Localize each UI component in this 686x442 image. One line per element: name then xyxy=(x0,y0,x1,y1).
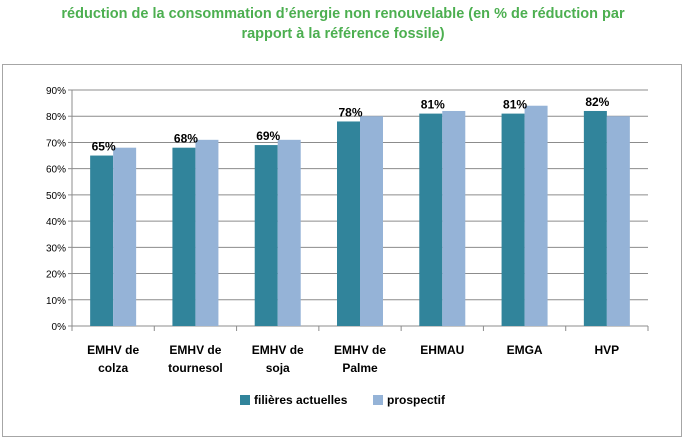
bar-actuelles xyxy=(337,121,360,326)
legend-swatch xyxy=(373,395,383,405)
y-tick-label: 80% xyxy=(46,112,66,123)
data-label: 81% xyxy=(421,98,445,112)
y-tick-label: 90% xyxy=(46,86,66,97)
bar-prospectif xyxy=(442,110,466,326)
bar-prospectif xyxy=(195,139,219,326)
chart-title-line2: rapport à la référence fossile) xyxy=(241,26,445,42)
y-tick-label: 40% xyxy=(46,217,66,228)
x-tick-label: HVP xyxy=(595,343,620,357)
x-tick-label: Palme xyxy=(342,361,378,375)
x-tick-label: EHMAU xyxy=(420,343,464,357)
bar-prospectif xyxy=(360,116,383,326)
data-label: 69% xyxy=(256,129,280,143)
bar-actuelles xyxy=(172,147,196,326)
y-tick-label: 20% xyxy=(46,270,66,281)
chart-title: réduction de la consommation d’énergie n… xyxy=(0,4,686,44)
bar-actuelles xyxy=(419,113,443,326)
bar-actuelles xyxy=(583,110,607,326)
y-tick-label: 70% xyxy=(46,138,66,149)
bar-actuelles xyxy=(90,155,114,326)
bar-actuelles xyxy=(254,145,278,326)
x-tick-label: EMHV de xyxy=(252,343,304,357)
bar-actuelles xyxy=(501,113,525,326)
x-tick-label: EMHV de xyxy=(169,343,221,357)
bar-prospectif xyxy=(524,105,548,326)
bar-prospectif xyxy=(113,147,137,326)
x-tick-label: colza xyxy=(98,361,128,375)
x-tick-label: EMHV de xyxy=(334,343,386,357)
chart-title-line1: réduction de la consommation d’énergie n… xyxy=(61,6,625,22)
data-label: 81% xyxy=(503,98,527,112)
x-tick-label: tournesol xyxy=(168,361,223,375)
y-tick-label: 50% xyxy=(46,191,66,202)
data-label: 68% xyxy=(174,132,198,146)
x-tick-label: soja xyxy=(266,361,290,375)
x-tick-label: EMHV de xyxy=(87,343,139,357)
legend-label: prospectif xyxy=(387,393,446,407)
data-label: 65% xyxy=(92,140,116,154)
y-tick-label: 0% xyxy=(52,322,67,333)
legend-label: filières actuelles xyxy=(254,393,348,407)
bar-prospectif xyxy=(606,116,630,326)
bar-prospectif xyxy=(277,139,301,326)
x-tick-label: EMGA xyxy=(507,343,543,357)
y-tick-label: 60% xyxy=(46,165,66,176)
y-tick-label: 30% xyxy=(46,243,66,254)
data-label: 78% xyxy=(338,105,362,119)
data-label: 82% xyxy=(585,95,609,109)
chart-frame xyxy=(2,64,682,437)
y-tick-label: 10% xyxy=(46,296,66,307)
legend-swatch xyxy=(240,395,250,405)
